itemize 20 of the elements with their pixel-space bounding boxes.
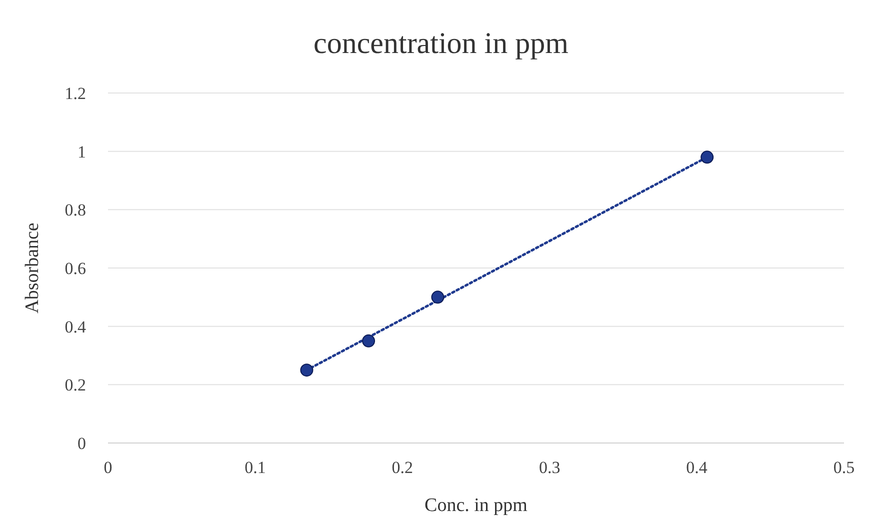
y-axis-title: Absorbance [22,222,43,314]
y-tick-label: 0.8 [64,200,86,220]
point [300,364,314,377]
x-tick-label: 0.4 [686,458,708,477]
chart-title: concentration in ppm [314,27,568,60]
x-tick-label: 0.3 [538,458,560,477]
x-tick-label: 0 [104,458,112,477]
x-axis-title: Conc. in ppm [424,495,528,516]
x-tick-label: 0.1 [244,458,266,477]
point [431,290,444,304]
x-tick-label: 0.5 [833,458,855,477]
y-tick-label: 0.4 [64,317,86,336]
y-tick-label: 1 [78,142,86,162]
y-tick-label: 0 [78,434,86,453]
point [700,150,714,164]
point [362,334,376,348]
x-tick-label: 0.2 [392,458,414,477]
y-tick-label: 0.6 [64,259,86,278]
y-tick-label: 1.2 [64,84,86,103]
y-tick-label: 0.2 [64,376,86,395]
